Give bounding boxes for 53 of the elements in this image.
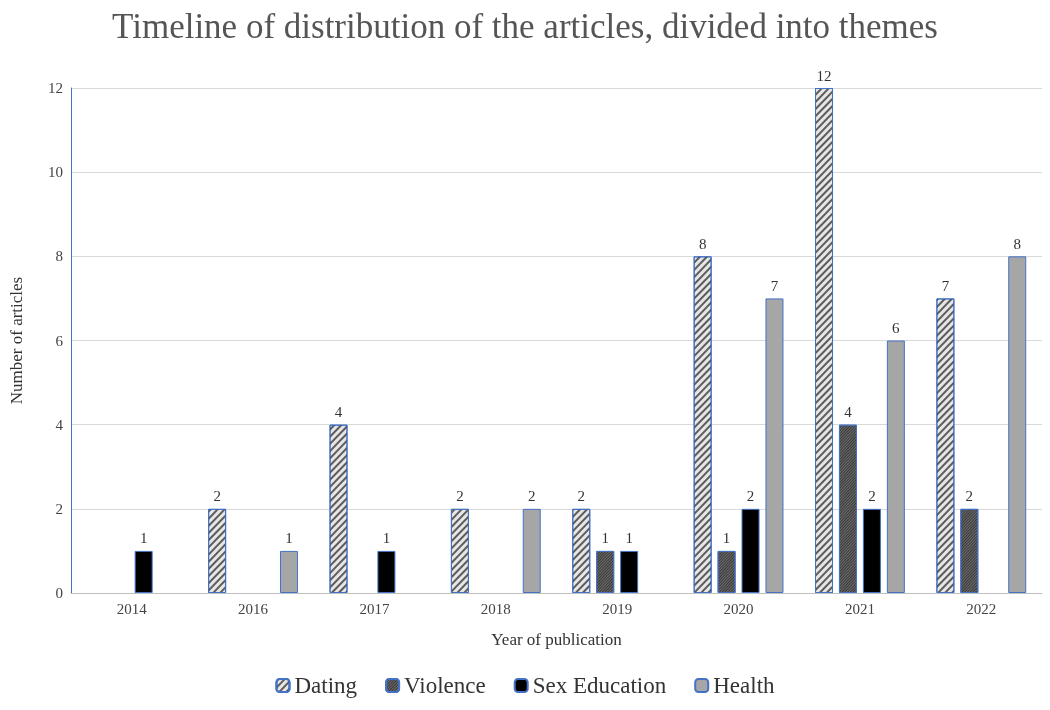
y-tick-label: 10 [48, 164, 63, 181]
legend-label: Violence [404, 673, 486, 698]
legend-label: Sex Education [532, 673, 667, 698]
bar [886, 340, 905, 593]
legend-label: Dating [294, 673, 358, 698]
y-tick-label: 4 [55, 416, 64, 433]
data-label: 2 [868, 488, 876, 505]
data-label: 2 [527, 488, 536, 505]
x-tick-label: 2016 [238, 600, 269, 617]
data-label: 7 [770, 277, 779, 294]
data-label: 8 [1013, 235, 1021, 252]
y-tick-label: 6 [55, 332, 64, 349]
data-label: 2 [965, 488, 974, 505]
data-label: 8 [698, 235, 707, 252]
bar [279, 550, 298, 593]
data-label: 1 [382, 530, 391, 547]
chart-title: Timeline of distribution of the articles, divided into themes [112, 7, 938, 46]
data-label: 1 [285, 530, 293, 547]
bar [134, 550, 153, 593]
data-label: 4 [334, 404, 343, 421]
x-tick-label: 2019 [602, 600, 633, 617]
data-label: 2 [577, 488, 586, 505]
bar [765, 298, 784, 593]
data-label: 1 [722, 530, 731, 547]
data-label: 2 [456, 488, 464, 505]
x-axis-title: Year of publication [491, 630, 623, 649]
x-tick-label: 2014 [116, 600, 148, 617]
data-label: 7 [941, 277, 950, 294]
data-label: 12 [816, 67, 832, 84]
legend-label: Health [713, 673, 776, 698]
bar [741, 508, 760, 593]
data-label: 6 [892, 320, 901, 336]
x-tick-label: 2017 [359, 600, 390, 617]
x-tick-label: 2020 [723, 600, 754, 617]
y-tick-label: 0 [55, 585, 63, 601]
data-label: 2 [213, 488, 221, 505]
data-label: 1 [625, 530, 633, 547]
y-tick-label: 12 [48, 80, 63, 96]
x-tick-label: 2022 [966, 600, 997, 617]
bar [1008, 256, 1027, 593]
bar [522, 508, 541, 593]
data-label: 2 [746, 488, 755, 505]
y-tick-label: 2 [55, 500, 63, 517]
bar [377, 550, 396, 593]
data-label: 4 [844, 404, 853, 421]
data-label: 1 [601, 530, 609, 547]
x-tick-label: 2018 [480, 600, 511, 617]
bar [862, 508, 881, 593]
y-axis-title: Number of articles [7, 276, 26, 405]
x-tick-label: 2021 [844, 600, 875, 617]
y-tick-label: 8 [55, 248, 63, 265]
bar [620, 550, 639, 593]
data-label: 1 [139, 530, 148, 547]
